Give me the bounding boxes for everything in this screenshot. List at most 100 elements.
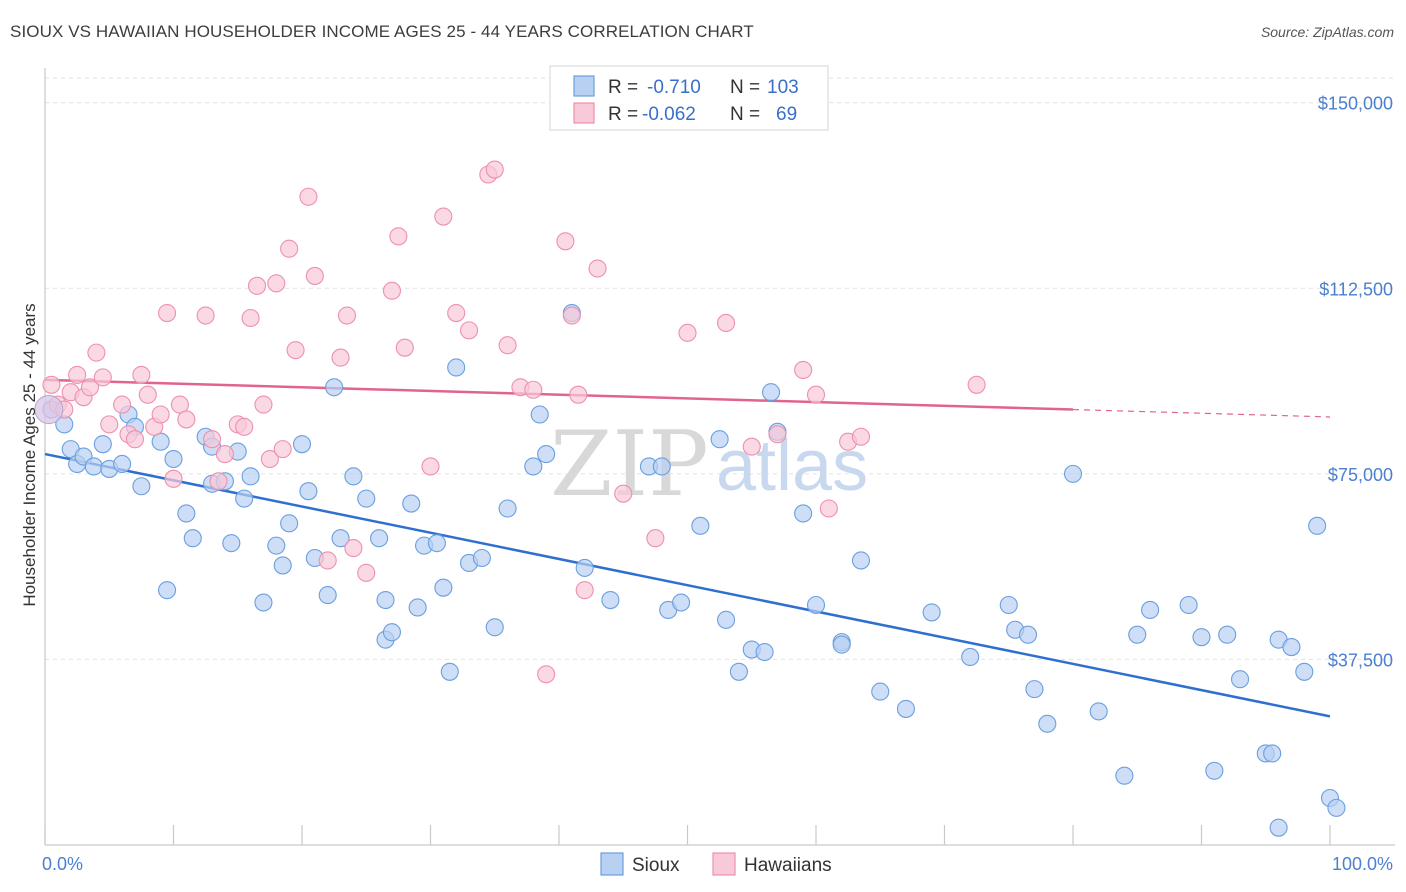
point-hawaiians	[569, 385, 588, 404]
point-sioux	[1038, 714, 1057, 733]
point-hawaiians	[254, 395, 273, 414]
legend-box: R = -0.710 N = 103 R = -0.062 N = 69	[549, 65, 829, 131]
point-sioux	[84, 457, 103, 476]
point-sioux	[132, 477, 151, 496]
point-sioux	[1231, 670, 1250, 689]
point-sioux	[440, 662, 459, 681]
legend-swatch-sioux	[573, 75, 595, 97]
point-sioux	[382, 623, 402, 642]
point-overlap-large	[34, 395, 64, 425]
axes	[44, 68, 1395, 846]
point-hawaiians	[678, 323, 697, 342]
legend-r-label-1: R =	[608, 77, 638, 98]
bottom-legend-sioux: Sioux	[632, 855, 680, 876]
point-sioux	[434, 578, 453, 597]
point-sioux	[408, 598, 427, 617]
point-sioux	[1192, 628, 1211, 647]
point-sioux	[1205, 761, 1224, 780]
point-hawaiians	[851, 427, 871, 446]
point-hawaiians	[203, 430, 222, 449]
point-sioux	[922, 603, 941, 622]
point-sioux	[691, 516, 710, 535]
point-sioux	[716, 610, 736, 629]
point-hawaiians	[267, 274, 286, 293]
data-points	[34, 160, 1346, 837]
point-sioux	[999, 595, 1018, 615]
point-hawaiians	[357, 563, 376, 582]
point-sioux	[331, 529, 350, 548]
point-hawaiians	[209, 472, 228, 491]
point-hawaiians	[138, 385, 157, 404]
point-sioux	[318, 586, 337, 605]
point-sioux	[113, 454, 132, 474]
trend-lines	[44, 378, 1331, 718]
point-sioux	[241, 467, 260, 486]
point-sioux	[1018, 625, 1038, 644]
point-sioux	[402, 494, 421, 513]
legend-n-label-1: N =	[730, 77, 760, 98]
legend-r-value-1: -0.710	[647, 77, 701, 98]
point-sioux	[93, 435, 112, 454]
point-sioux	[357, 489, 376, 508]
point-hawaiians	[806, 385, 826, 404]
point-hawaiians	[196, 306, 215, 325]
point-sioux	[427, 534, 446, 553]
point-sioux	[601, 591, 620, 610]
y-tick-label: $75,000	[1328, 465, 1393, 485]
point-hawaiians	[132, 365, 151, 384]
y-axis-label: Householder Income Ages 25 - 44 years	[20, 303, 39, 606]
point-sioux	[672, 593, 691, 612]
point-hawaiians	[614, 484, 633, 503]
point-sioux	[299, 482, 318, 501]
point-sioux	[806, 595, 826, 615]
point-hawaiians	[87, 343, 106, 362]
point-hawaiians	[646, 529, 665, 548]
point-hawaiians	[241, 308, 260, 328]
point-sioux	[832, 635, 851, 654]
point-sioux	[498, 499, 517, 518]
point-sioux	[1269, 818, 1288, 837]
point-sioux	[292, 435, 312, 454]
trend-line-hawaiians	[44, 378, 1074, 411]
point-hawaiians	[247, 276, 267, 295]
grid-lines	[45, 77, 1395, 660]
point-hawaiians	[151, 405, 170, 424]
point-hawaiians	[537, 665, 556, 684]
point-sioux	[273, 556, 292, 575]
point-sioux	[1141, 600, 1160, 620]
point-hawaiians	[286, 341, 305, 360]
point-hawaiians	[575, 581, 594, 600]
point-hawaiians	[498, 336, 517, 355]
point-sioux	[755, 642, 774, 662]
point-hawaiians	[93, 368, 112, 387]
point-sioux	[235, 489, 254, 508]
point-hawaiians	[215, 445, 234, 464]
point-sioux	[794, 504, 813, 523]
point-sioux	[254, 593, 273, 612]
point-sioux	[1115, 766, 1134, 785]
point-hawaiians	[305, 266, 324, 285]
point-sioux	[267, 536, 286, 555]
point-sioux	[1308, 516, 1327, 535]
point-hawaiians	[158, 303, 177, 323]
point-sioux	[376, 591, 395, 610]
trend-line-hawaiians-extension	[1072, 408, 1331, 418]
point-sioux	[158, 581, 177, 600]
point-hawaiians	[485, 160, 504, 179]
point-sioux	[344, 467, 363, 486]
point-hawaiians	[177, 410, 196, 429]
point-hawaiians	[235, 417, 254, 436]
watermark-zip: ZIP	[550, 412, 709, 517]
point-sioux	[485, 618, 504, 637]
point-sioux	[575, 558, 594, 577]
point-sioux	[164, 449, 183, 469]
point-sioux	[537, 445, 556, 464]
bottom-legend-swatch-sioux	[600, 852, 624, 876]
point-hawaiians	[344, 539, 363, 558]
bottom-legend-hawaiians: Hawaiians	[744, 855, 832, 876]
point-hawaiians	[819, 499, 838, 518]
point-hawaiians	[280, 239, 299, 258]
y-tick-label: $37,500	[1328, 650, 1393, 670]
point-hawaiians	[80, 378, 100, 397]
